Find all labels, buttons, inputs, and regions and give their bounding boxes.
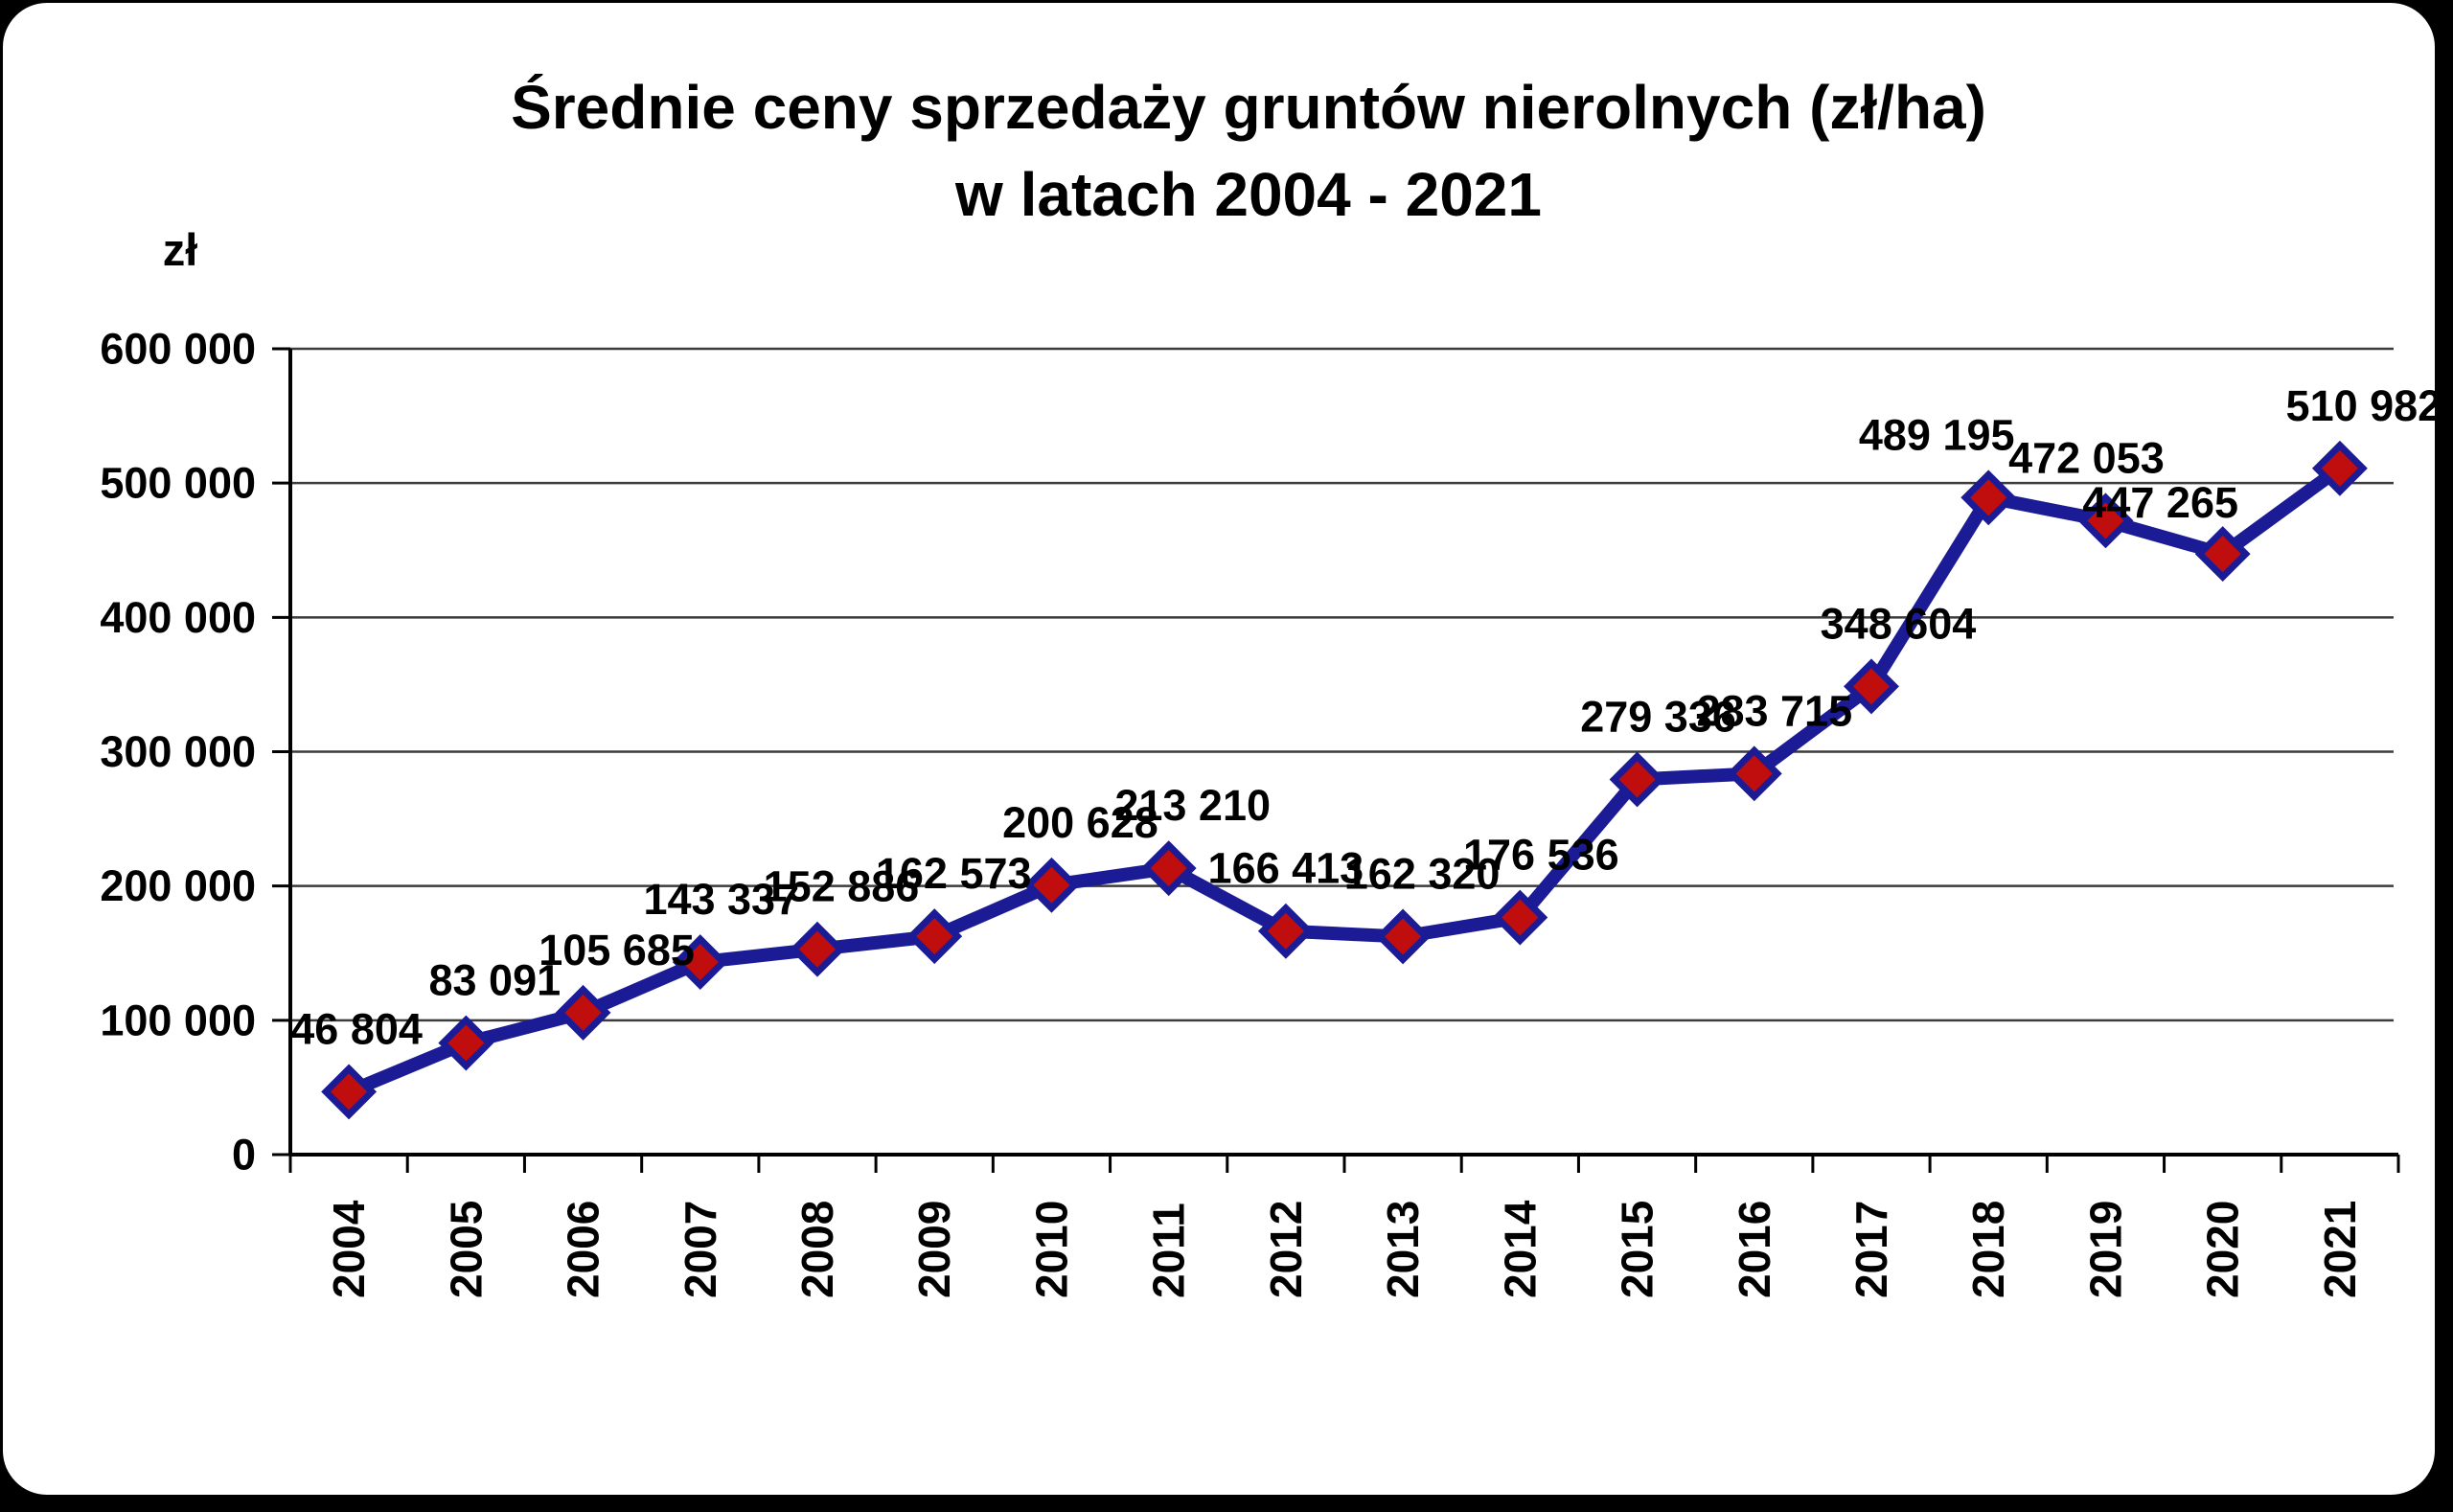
data-label-2015: 279 336 [1580, 692, 1736, 741]
data-point-marker-2006 [555, 984, 611, 1041]
x-tick-label: 2021 [2315, 1201, 2365, 1298]
data-label-2009: 162 573 [876, 849, 1032, 898]
x-tick-label: 2009 [909, 1201, 959, 1298]
x-tick-label: 2018 [1963, 1201, 2013, 1298]
x-tick-label: 2012 [1261, 1201, 1311, 1298]
land-price-line-chart: 0 100 000 200 000 300 000 400 000 500 000 600 … [100, 325, 2442, 1299]
data-point-marker-2007 [672, 934, 728, 991]
data-label-2012: 166 413 [1208, 844, 1364, 893]
data-point-marker-2013 [1375, 908, 1432, 965]
chart-card: Średnie ceny sprzedaży gruntów nierolnyc… [3, 3, 2442, 1495]
x-tick-label: 2005 [441, 1201, 491, 1298]
x-tick-label: 2007 [676, 1201, 725, 1298]
y-tick-label: 300 000 [100, 727, 256, 776]
data-point-marker-2011 [1140, 840, 1197, 897]
data-label-2007: 143 337 [643, 875, 799, 924]
x-tick-label: 2008 [792, 1201, 842, 1298]
data-label-2019: 472 053 [2008, 433, 2165, 482]
data-point-marker-2014 [1492, 889, 1548, 946]
data-label-2006: 105 685 [539, 926, 695, 974]
y-tick-label: 200 000 [100, 861, 256, 910]
data-point-marker-2018 [1960, 470, 2017, 526]
data-point-marker-2008 [790, 921, 845, 977]
x-tick-label: 2020 [2198, 1201, 2248, 1298]
chart-title: Średnie ceny sprzedaży gruntów nierolnyc… [41, 64, 2453, 239]
data-point-marker-2004 [321, 1064, 378, 1120]
x-tick-label: 2014 [1495, 1200, 1545, 1298]
data-label-2018: 489 195 [1859, 410, 2015, 459]
y-tick-label: 500 000 [100, 459, 256, 508]
y-tick-label: 600 000 [100, 325, 256, 374]
series-line [346, 463, 2345, 1098]
data-point-marker-2020 [2194, 526, 2251, 583]
data-point-marker-2021 [2311, 440, 2368, 496]
data-point-marker-2010 [1023, 857, 1080, 913]
data-point-marker-2016 [1726, 745, 1782, 802]
data-label-2008: 152 886 [764, 862, 920, 911]
x-tick-label: 2016 [1730, 1201, 1779, 1298]
chart-title-line1: Średnie ceny sprzedaży gruntów nierolnyc… [511, 73, 1986, 142]
y-axis-unit-label: zł [162, 224, 198, 275]
data-label-2021: 510 982 [2286, 381, 2442, 430]
x-tick-label: 2013 [1378, 1201, 1428, 1298]
data-point-marker-2009 [906, 908, 963, 965]
data-label-2013: 162 320 [1344, 849, 1501, 898]
chart-title-line2: w latach 2004 - 2021 [955, 159, 1542, 229]
x-tick-label: 2006 [559, 1201, 608, 1298]
x-tick-label: 2015 [1613, 1201, 1662, 1298]
data-point-marker-2005 [438, 1015, 494, 1071]
data-point-marker-2015 [1609, 751, 1665, 808]
data-label-2004: 46 804 [290, 1004, 423, 1053]
x-tick-label: 2019 [2080, 1201, 2130, 1298]
y-tick-label: 400 000 [100, 593, 256, 642]
data-label-2016: 283 715 [1696, 686, 1852, 735]
data-point-marker-2017 [1844, 658, 1899, 715]
data-label-2020: 447 265 [2082, 478, 2238, 527]
data-label-2017: 348 604 [1821, 599, 1977, 648]
y-tick-label: 100 000 [100, 996, 256, 1044]
data-label-2011: 213 210 [1114, 781, 1271, 830]
data-point-marker-2019 [2077, 493, 2134, 549]
x-tick-label: 2011 [1144, 1203, 1194, 1298]
data-label-2014: 176 536 [1463, 831, 1619, 880]
x-tick-label: 2017 [1846, 1201, 1896, 1298]
data-label-2005: 83 091 [429, 956, 562, 1005]
data-label-2010: 200 628 [1002, 798, 1158, 847]
x-tick-label: 2010 [1026, 1201, 1076, 1298]
y-tick-label: 0 [232, 1131, 256, 1180]
data-point-marker-2012 [1257, 903, 1314, 959]
x-tick-label: 2004 [324, 1200, 374, 1298]
